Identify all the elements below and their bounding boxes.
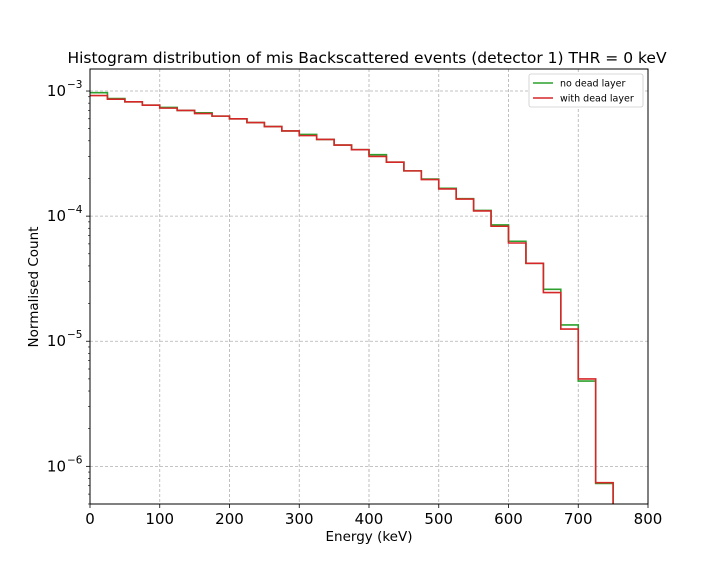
legend-label: with dead layer [560,94,634,105]
x-tick-label: 600 [494,510,523,528]
series-layer [90,91,614,504]
y-axis-label: Normalised Count [26,227,42,348]
x-tick-label: 100 [145,510,174,528]
legend-label: no dead layer [560,79,626,90]
x-tick-label: 300 [285,510,314,528]
x-tick-label: 700 [564,510,593,528]
y-tick-exponent: −4 [67,204,83,216]
y-tick-exponent: −3 [67,79,82,91]
series-line-no-dead-layer [90,91,614,504]
legend: no dead layer with dead layer [528,73,644,108]
x-tick-label: 0 [85,510,95,528]
grid [90,69,648,504]
y-tick-label: 10 [47,207,66,225]
x-tick-label: 500 [424,510,453,528]
x-tick-label: 800 [634,510,663,528]
y-tick-label: 10 [47,332,66,350]
series-line-with-dead-layer [90,94,614,504]
y-tick-exponent: −6 [67,454,83,466]
y-tick-label: 10 [47,457,66,475]
chart-title: Histogram distribution of mis Backscatte… [67,49,667,67]
x-tick-label: 200 [215,510,244,528]
x-axis-label: Energy (keV) [326,529,413,545]
y-tick-label: 10 [47,82,66,100]
legend-box [528,73,644,108]
x-tick-label: 400 [355,510,384,528]
y-tick-exponent: −5 [67,329,82,341]
